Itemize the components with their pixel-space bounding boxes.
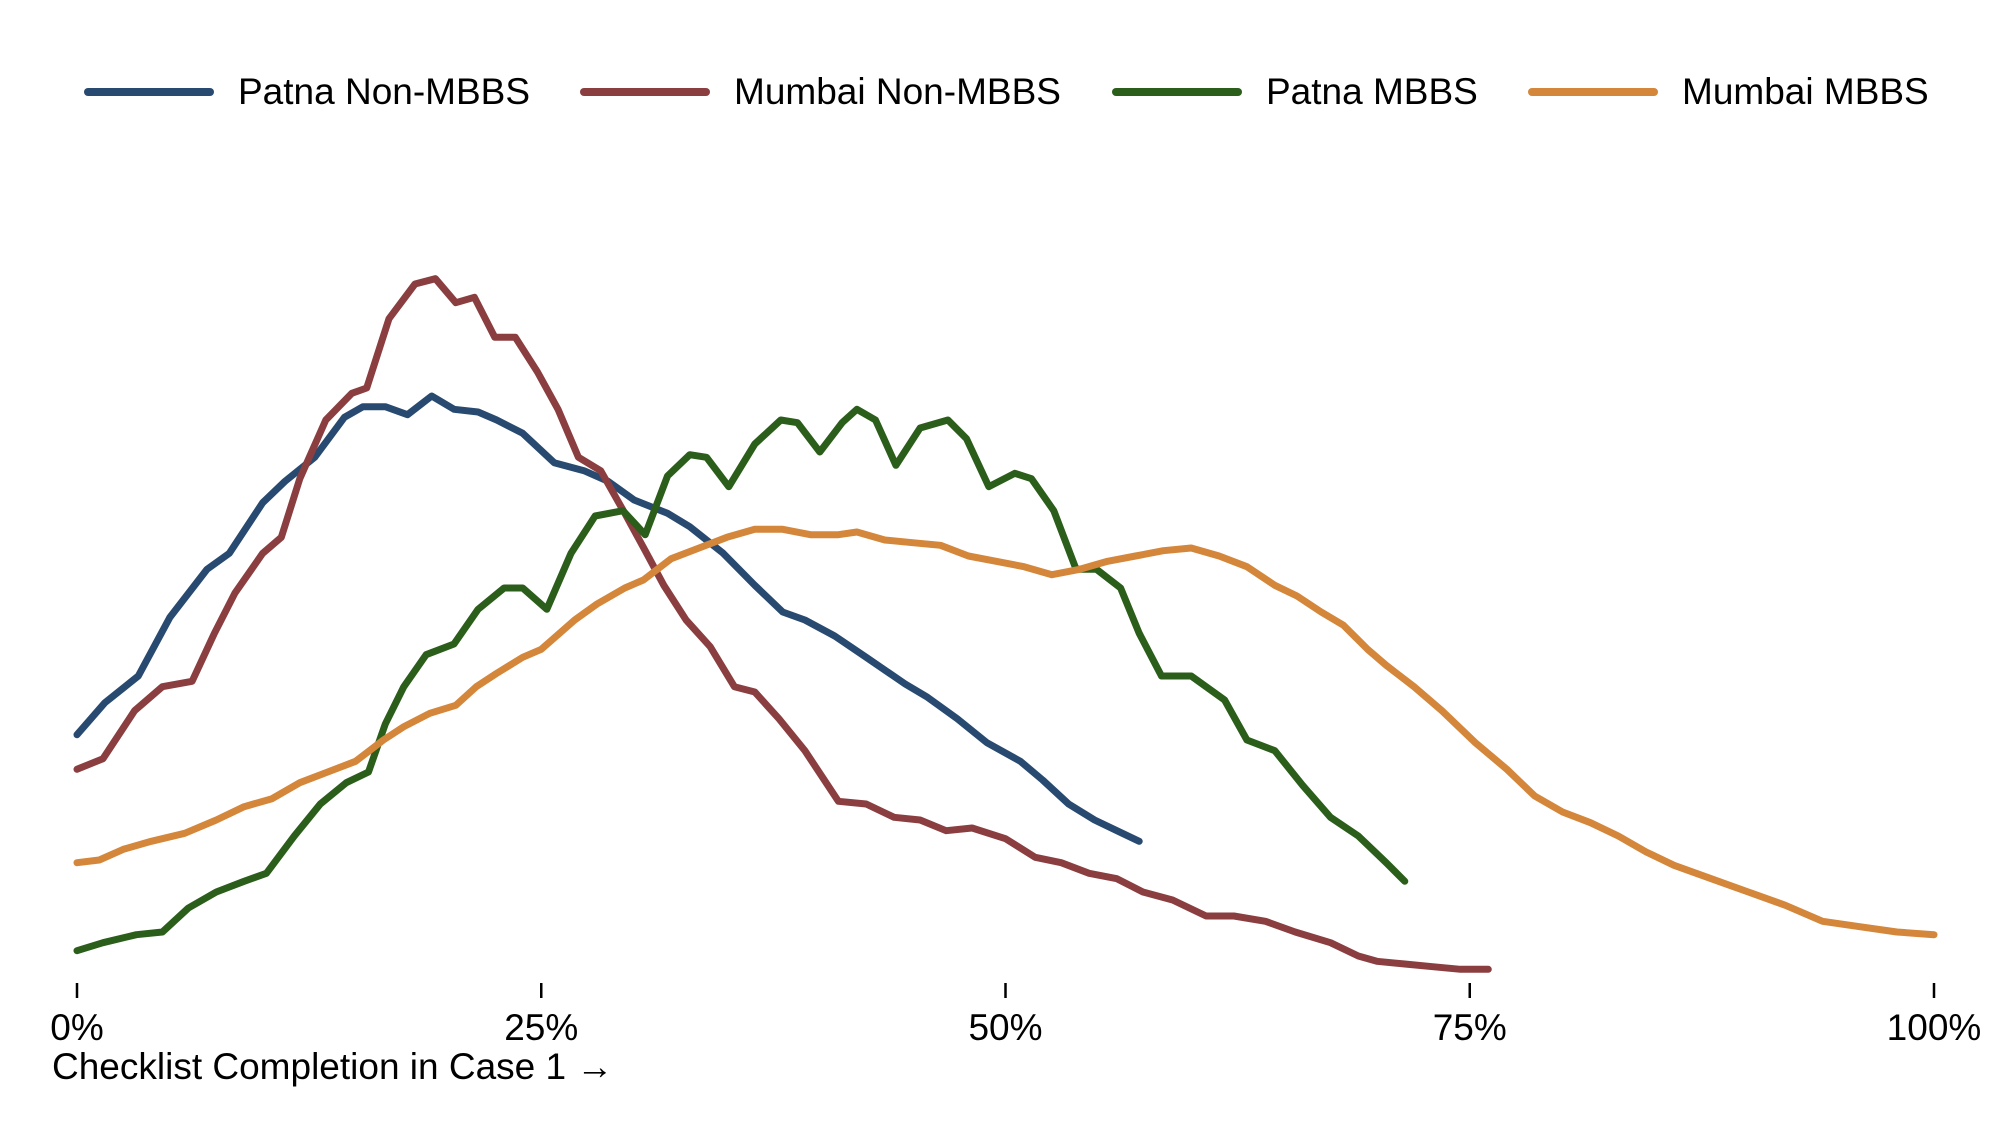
legend-item-patna-mbbs: Patna MBBS bbox=[1112, 62, 1478, 122]
x-tick-label: 25% bbox=[504, 1007, 578, 1048]
series-line-patna-mbbs bbox=[73, 405, 1409, 955]
legend-item-mumbai-non-mbbs: Mumbai Non-MBBS bbox=[580, 62, 1061, 122]
x-tick-label: 100% bbox=[1887, 1007, 1982, 1048]
x-axis-label: Checklist Completion in Case 1 → bbox=[52, 1046, 614, 1087]
series-line-mumbai-non-mbbs bbox=[73, 275, 1492, 973]
legend-swatch bbox=[1112, 88, 1242, 96]
legend-swatch bbox=[84, 88, 214, 96]
legend-label: Mumbai MBBS bbox=[1682, 71, 1929, 112]
legend-label: Patna MBBS bbox=[1266, 71, 1478, 112]
series-line-mumbai-mbbs bbox=[73, 525, 1938, 939]
x-tick-label: 0% bbox=[50, 1007, 103, 1048]
x-axis-ticks: 0% 25% 50% 75% 100% bbox=[50, 983, 1981, 1048]
x-tick-label: 75% bbox=[1433, 1007, 1507, 1048]
legend-item-patna-non-mbbs: Patna Non-MBBS bbox=[84, 62, 530, 122]
legend-swatch bbox=[580, 88, 710, 96]
series-lines bbox=[73, 275, 1938, 973]
series-line-patna-non-mbbs bbox=[73, 392, 1143, 845]
legend-swatch bbox=[1528, 88, 1658, 96]
legend: Patna Non-MBBS Mumbai Non-MBBS Patna MBB… bbox=[0, 62, 2000, 122]
legend-label: Mumbai Non-MBBS bbox=[734, 71, 1061, 112]
legend-item-mumbai-mbbs: Mumbai MBBS bbox=[1528, 62, 1929, 122]
x-tick-label: 50% bbox=[968, 1007, 1042, 1048]
legend-label: Patna Non-MBBS bbox=[238, 71, 531, 112]
